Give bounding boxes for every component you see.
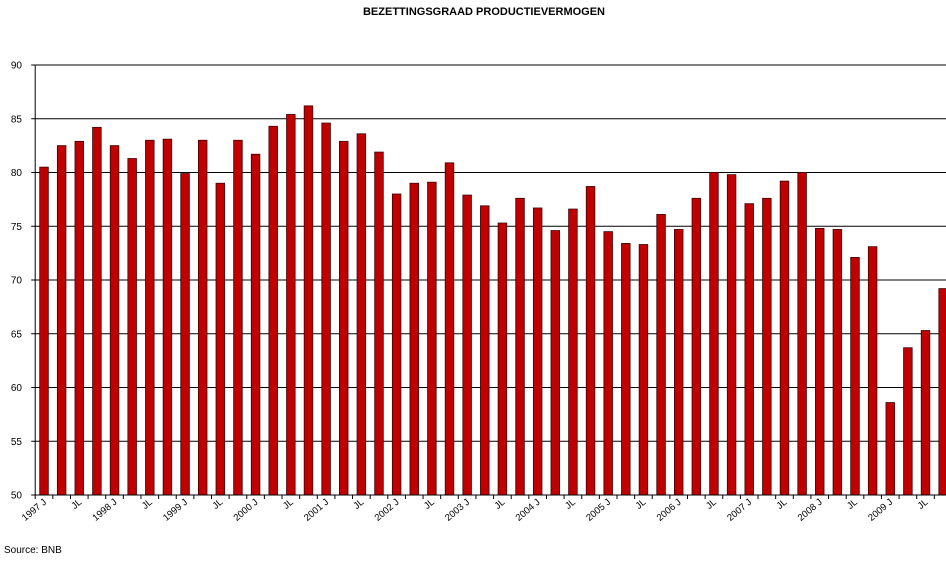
x-tick-label: 2006 J: [655, 497, 684, 524]
chart-title: BEZETTINGSGRAAD PRODUCTIEVERMOGEN: [363, 6, 605, 18]
bar: [867, 246, 878, 496]
x-tick-label: JL: [704, 497, 719, 512]
y-tick-label: 75: [11, 222, 23, 233]
bar: [585, 186, 596, 496]
bar: [638, 244, 649, 496]
y-tick-label: 65: [11, 329, 23, 340]
bar: [374, 151, 384, 496]
bar: [673, 229, 684, 496]
x-tick-label: 1997 J: [20, 497, 49, 524]
bar: [233, 139, 243, 496]
y-tick-label: 50: [11, 491, 23, 502]
x-tick-label: 2004 J: [514, 497, 543, 524]
bar: [938, 288, 946, 496]
bar: [656, 214, 666, 496]
bar: [726, 174, 737, 496]
bar: [39, 166, 49, 496]
x-tick-label: 2007 J: [725, 497, 754, 524]
bar: [480, 205, 490, 496]
bar: [74, 140, 84, 496]
x-tick-label: 2000 J: [232, 497, 261, 524]
bar: [709, 172, 719, 496]
x-tick-label: 2001 J: [302, 497, 331, 524]
y-tick-label: 80: [11, 168, 23, 179]
x-tick-label: JL: [493, 497, 508, 512]
bar: [356, 133, 367, 496]
bar: [409, 182, 419, 496]
x-tick-label: JL: [775, 497, 790, 512]
bar: [779, 180, 790, 496]
bar: [180, 173, 190, 496]
bar: [268, 125, 278, 496]
x-tick-label: JL: [69, 497, 84, 512]
bar: [550, 230, 560, 496]
x-tick-label: JL: [352, 497, 367, 512]
bar: [903, 347, 913, 496]
bar: [145, 139, 155, 496]
bar: [92, 126, 102, 496]
y-tick-label: 70: [11, 276, 23, 287]
x-tick-label: 2002 J: [373, 497, 402, 524]
bar: [56, 145, 67, 496]
source: Source: BNB: [4, 545, 62, 556]
x-tick-label: 2009 J: [866, 497, 895, 524]
y-tick-label: 60: [11, 383, 23, 394]
bar: [762, 197, 772, 496]
x-tick-label: JL: [140, 497, 155, 512]
bar: [250, 153, 261, 496]
bar: [444, 162, 455, 496]
bar: [286, 114, 296, 496]
bar: [127, 158, 137, 496]
x-tick-label: 1999 J: [161, 497, 190, 524]
bar: [691, 197, 702, 496]
y-tick-label: 90: [11, 61, 23, 72]
y-tick-label: 55: [11, 437, 23, 448]
x-tick-label: JL: [422, 497, 437, 512]
bar: [568, 208, 578, 496]
bar: [621, 243, 631, 496]
x-tick-label: JL: [845, 497, 860, 512]
bar: [391, 193, 402, 496]
bar: [215, 182, 226, 496]
bar: [832, 229, 843, 496]
x-tick-label: JL: [210, 497, 225, 512]
bar: [497, 222, 508, 496]
x-tick-label: 2008 J: [796, 497, 825, 524]
bar: [321, 122, 331, 496]
x-tick-label: JL: [563, 497, 578, 512]
bar: [603, 231, 613, 496]
bar: [885, 402, 895, 496]
bar: [339, 140, 349, 496]
bar: [427, 181, 437, 496]
bar: [532, 207, 543, 496]
x-tick-label: JL: [281, 497, 296, 512]
x-tick-label: 2003 J: [443, 497, 472, 524]
y-tick-label: 85: [11, 114, 23, 125]
x-tick-label: 2005 J: [584, 497, 613, 524]
bar: [744, 203, 754, 496]
bar: [850, 257, 860, 496]
x-tick-label: JL: [916, 497, 931, 512]
x-tick-label: JL: [634, 497, 649, 512]
bar: [920, 330, 931, 496]
bar: [462, 194, 472, 496]
bar: [162, 138, 173, 496]
bar: [815, 227, 825, 496]
x-tick-label: 1998 J: [91, 497, 120, 524]
bar: [797, 172, 807, 496]
bar: [303, 105, 314, 496]
bar: [515, 197, 525, 496]
bar: [109, 145, 120, 496]
bar: [197, 139, 208, 496]
